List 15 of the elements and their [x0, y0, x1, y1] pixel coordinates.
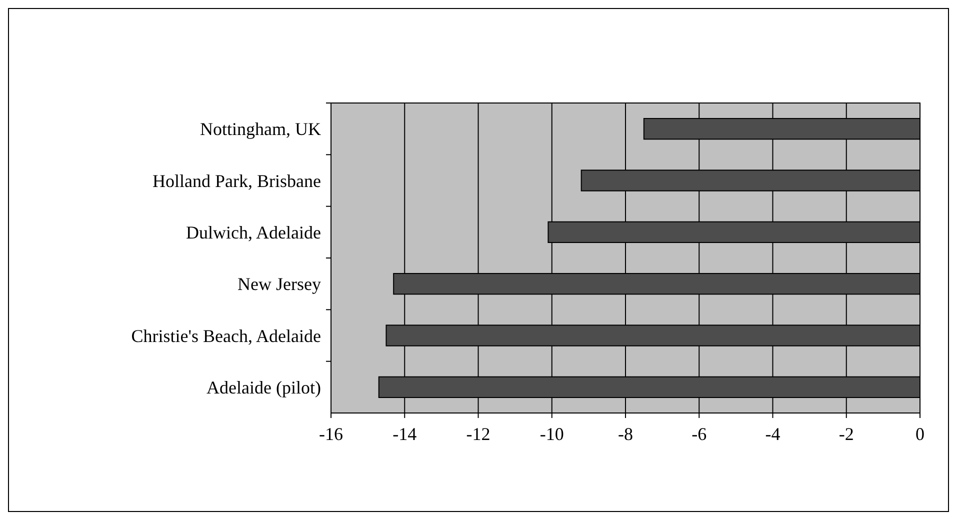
x-tick-label: -6 — [692, 424, 707, 444]
x-tick-label: -10 — [540, 424, 564, 444]
y-tick-label: Adelaide (pilot) — [206, 377, 321, 398]
y-tick-label: Dulwich, Adelaide — [186, 222, 322, 242]
y-tick-label: Nottingham, UK — [200, 119, 321, 140]
x-tick-label: 0 — [916, 424, 924, 444]
x-tick-label: -14 — [392, 424, 417, 444]
x-tick-label: -16 — [319, 424, 343, 444]
x-tick-label: -2 — [838, 424, 854, 444]
y-tick-label: Christie's Beach, Adelaide — [131, 326, 321, 346]
x-tick-label: -12 — [466, 424, 490, 444]
x-tick-label: -8 — [618, 424, 633, 444]
x-tick-label: -4 — [765, 424, 780, 444]
y-tick-label: New Jersey — [238, 274, 321, 294]
y-tick-label: Holland Park, Brisbane — [152, 170, 322, 191]
